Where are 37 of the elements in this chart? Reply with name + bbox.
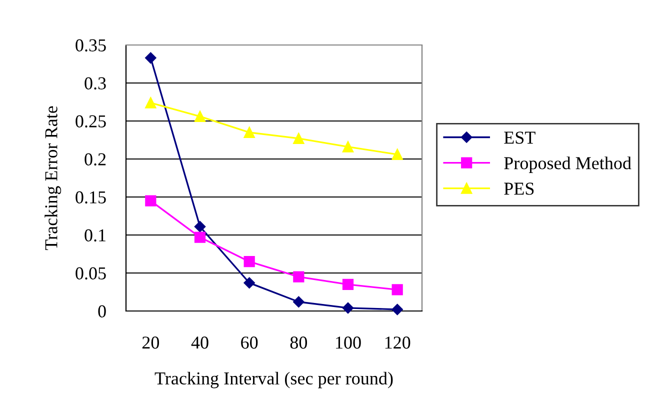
x-tick-label: 120: [385, 336, 410, 349]
point: [342, 278, 354, 290]
point: [293, 296, 304, 308]
point: [145, 52, 156, 64]
y-tick-label: 0.2: [84, 153, 106, 166]
point: [293, 132, 304, 144]
x-tick-label: 40: [191, 336, 208, 349]
point: [342, 302, 354, 314]
x-tick-label: 100: [336, 336, 361, 349]
x-tick-label: 80: [290, 336, 308, 349]
y-tick-label: 0: [98, 305, 106, 318]
point: [194, 221, 206, 232]
point: [244, 277, 255, 288]
legend-label: PES: [504, 182, 534, 195]
point: [392, 148, 403, 160]
point: [145, 97, 156, 108]
point: [194, 110, 206, 122]
point: [342, 141, 354, 152]
x-axis-title: Tracking Interval (sec per round): [154, 372, 393, 388]
legend-label: Proposed Method: [504, 156, 632, 173]
point: [392, 284, 403, 296]
point: [244, 126, 255, 138]
y-tick-label: 0.15: [76, 191, 106, 204]
y-tick-label: 0.05: [76, 267, 106, 280]
point: [392, 304, 403, 316]
y-axis-title: Tracking Error Rate: [44, 106, 62, 250]
point: [244, 256, 255, 268]
y-tick-label: 0.3: [84, 77, 106, 90]
legend-label: EST: [504, 132, 536, 144]
x-tick-label: 20: [142, 336, 160, 349]
x-tick-label: 60: [241, 336, 258, 349]
point: [145, 195, 156, 206]
y-tick-label: 0.25: [76, 115, 106, 128]
y-tick-label: 0.35: [76, 39, 106, 52]
point: [194, 232, 206, 243]
y-tick-label: 0.1: [84, 229, 106, 242]
point: [293, 271, 304, 282]
